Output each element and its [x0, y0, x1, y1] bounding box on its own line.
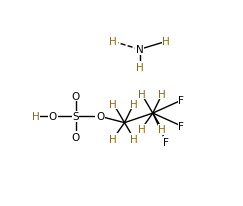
Text: F: F: [178, 121, 184, 131]
Text: O: O: [49, 112, 57, 122]
Text: H: H: [138, 124, 145, 134]
Text: H: H: [109, 99, 117, 109]
Text: H: H: [32, 112, 40, 122]
Text: N: N: [136, 45, 143, 55]
Text: H: H: [136, 63, 143, 73]
Text: O: O: [71, 91, 80, 101]
Text: H: H: [109, 37, 117, 47]
Text: H: H: [109, 134, 117, 144]
Text: F: F: [163, 137, 169, 147]
Text: H: H: [158, 90, 166, 99]
Text: H: H: [138, 90, 145, 99]
Text: S: S: [72, 112, 79, 122]
Text: H: H: [158, 124, 166, 134]
Text: O: O: [71, 132, 80, 142]
Text: H: H: [130, 134, 138, 144]
Text: H: H: [130, 99, 138, 109]
Text: H: H: [162, 37, 170, 47]
Text: F: F: [178, 96, 184, 106]
Text: O: O: [96, 112, 104, 122]
